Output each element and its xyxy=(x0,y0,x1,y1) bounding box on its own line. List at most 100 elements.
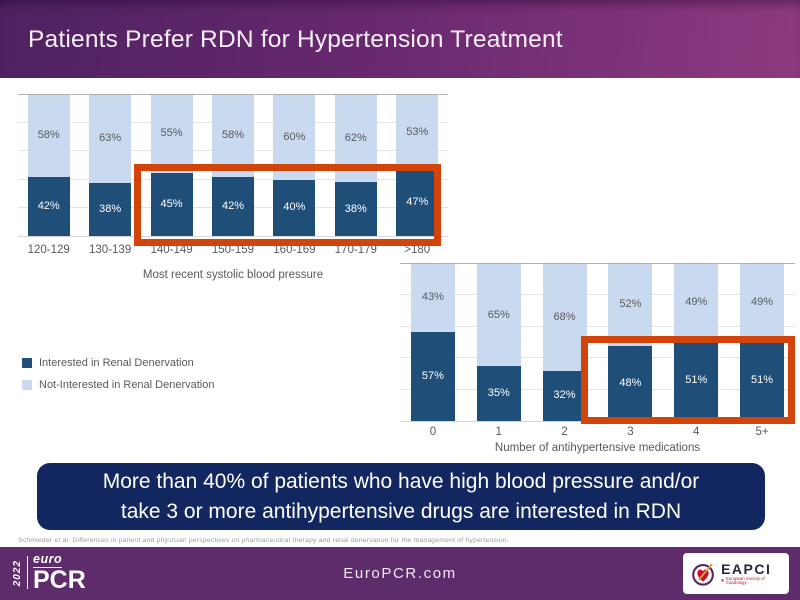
segment-not-interested: 63% xyxy=(89,95,132,183)
logo-divider xyxy=(27,556,28,590)
eapci-logo: EAPCI ♥ European Society of Cardiology xyxy=(683,553,789,594)
legend-label-interested: Interested in Renal Denervation xyxy=(39,357,194,369)
eapci-subtitle: ♥ European Society of Cardiology xyxy=(721,575,782,586)
chart-systolic-bp-axis-title: Most recent systolic blood pressure xyxy=(142,269,324,281)
segment-interested: 38% xyxy=(334,182,377,236)
segment-interested: 42% xyxy=(27,176,70,236)
segment-interested: 32% xyxy=(542,370,587,421)
category-label: 160-169 xyxy=(273,244,316,256)
citation: Schmieder et al. Differences in patient … xyxy=(18,537,509,544)
category-label: 5+ xyxy=(755,426,769,438)
bar-value-label: 57% xyxy=(421,369,444,382)
europcr-logo-pcr: PCR xyxy=(33,565,86,594)
legend-item-interested: Interested in Renal Denervation xyxy=(22,352,214,374)
bar-value-label: 42% xyxy=(37,199,60,212)
segment-not-interested: 58% xyxy=(27,95,70,177)
bar-value-label: 35% xyxy=(487,387,510,400)
segment-interested: 42% xyxy=(211,176,254,236)
category-label: 130-139 xyxy=(89,244,132,256)
segment-interested: 35% xyxy=(476,366,521,421)
bar-value-label: 63% xyxy=(99,132,122,145)
legend-swatch-not-interested xyxy=(22,380,32,390)
bar-value-label: 32% xyxy=(553,389,576,402)
stacked-bar: 58% 42% xyxy=(202,95,263,236)
category-label: 1 xyxy=(495,426,502,438)
bar-value-label: 60% xyxy=(283,130,306,143)
bar-value-label: 53% xyxy=(406,125,429,138)
segment-not-interested: 43% xyxy=(410,264,455,332)
banner-line-2: take 3 or more antihypertensive drugs ar… xyxy=(120,499,682,523)
stacked-bar: 52% 48% xyxy=(597,264,663,421)
segment-not-interested: 58% xyxy=(211,95,254,177)
slide-title: Patients Prefer RDN for Hypertension Tre… xyxy=(28,26,563,53)
bar-value-label: 48% xyxy=(619,376,642,389)
slide-footer: 2022 euro PCR EuroPCR.com EAPCI ♥ Europe… xyxy=(0,547,800,600)
europcr-logo-text: euro PCR xyxy=(33,553,86,593)
chart-systolic-bp: 58% 42% 63% 38% 55% 45% 58% 42% 60% 40% 62% 38% 53% 4… xyxy=(18,94,448,281)
category-label: 2 xyxy=(561,426,568,438)
stacked-bar: 53% 47% xyxy=(387,95,448,236)
gridline xyxy=(400,294,795,296)
chart-legend: Interested in Renal Denervation Not-Inte… xyxy=(22,352,214,396)
bar-value-label: 49% xyxy=(685,295,708,308)
stacked-bar: 43% 57% xyxy=(400,264,466,421)
stacked-bar: 49% 51% xyxy=(663,264,729,421)
segment-not-interested: 68% xyxy=(542,264,587,371)
stacked-bar: 49% 51% xyxy=(729,264,795,421)
segment-not-interested: 65% xyxy=(476,264,521,367)
esc-subtitle-text: European Society of Cardiology xyxy=(726,575,765,585)
stacked-bar: 68% 32% xyxy=(532,264,598,421)
category-label: 0 xyxy=(429,426,437,438)
bar-value-label: 58% xyxy=(37,129,60,142)
slide-header: Patients Prefer RDN for Hypertension Tre… xyxy=(0,0,800,78)
stacked-bar: 63% 38% xyxy=(79,95,140,236)
category-label: >180 xyxy=(404,244,431,256)
gridline xyxy=(400,325,795,327)
bar-value-label: 65% xyxy=(487,308,510,321)
segment-interested: 45% xyxy=(150,172,193,236)
bar-value-label: 38% xyxy=(344,202,367,215)
category-label: 140-149 xyxy=(150,244,193,256)
legend-label-not-interested: Not-Interested in Renal Denervation xyxy=(39,379,215,391)
segment-not-interested: 49% xyxy=(674,264,719,341)
bar-value-label: 55% xyxy=(160,127,183,140)
chart-systolic-bp-plot: 58% 42% 63% 38% 55% 45% 58% 42% 60% 40% 62% 38% 53% 4… xyxy=(18,94,448,237)
category-label: 4 xyxy=(693,426,700,438)
segment-interested: 51% xyxy=(674,340,719,421)
bar-value-label: 51% xyxy=(751,374,774,387)
bar-value-label: 40% xyxy=(283,201,306,214)
highlight-box-bp xyxy=(134,164,441,246)
eapci-text: EAPCI ♥ European Society of Cardiology xyxy=(721,562,782,586)
esc-heart-icon: ♥ xyxy=(721,577,725,584)
bar-value-label: 45% xyxy=(160,197,183,210)
bar-value-label: 47% xyxy=(406,196,429,209)
bar-value-label: 43% xyxy=(421,291,444,304)
segment-interested: 48% xyxy=(608,345,653,421)
segment-interested: 40% xyxy=(273,179,316,236)
chart-medications-plot: 43% 57% 65% 35% 68% 32% 52% 48% 49% 51% 49% 51% xyxy=(400,263,795,422)
gridline xyxy=(400,388,795,390)
segment-not-interested: 55% xyxy=(150,95,193,173)
chart-medications-axis-title: Number of antihypertensive medications xyxy=(494,442,701,454)
category-label: 170-179 xyxy=(334,244,377,256)
segment-interested: 38% xyxy=(89,182,132,236)
footer-website: EuroPCR.com xyxy=(343,565,457,582)
eapci-heart-icon xyxy=(692,563,714,586)
category-label: 150-159 xyxy=(211,244,255,256)
bar-value-label: 58% xyxy=(221,129,244,142)
europcr-logo: 2022 euro PCR xyxy=(12,553,86,593)
banner-line-1: More than 40% of patients who have high … xyxy=(102,469,700,493)
europcr-logo-euro: euro xyxy=(33,552,63,568)
highlight-box-meds xyxy=(581,336,795,424)
legend-item-not-interested: Not-Interested in Renal Denervation xyxy=(22,374,214,396)
segment-interested: 51% xyxy=(740,340,785,421)
category-label: 120-129 xyxy=(27,244,70,256)
bar-value-label: 52% xyxy=(619,298,642,311)
stacked-bar: 55% 45% xyxy=(141,95,202,236)
bar-value-label: 42% xyxy=(221,199,244,212)
legend-swatch-interested xyxy=(22,358,32,368)
bar-value-label: 49% xyxy=(751,295,774,308)
bar-value-label: 38% xyxy=(99,202,122,215)
stacked-bar: 58% 42% xyxy=(18,95,79,236)
